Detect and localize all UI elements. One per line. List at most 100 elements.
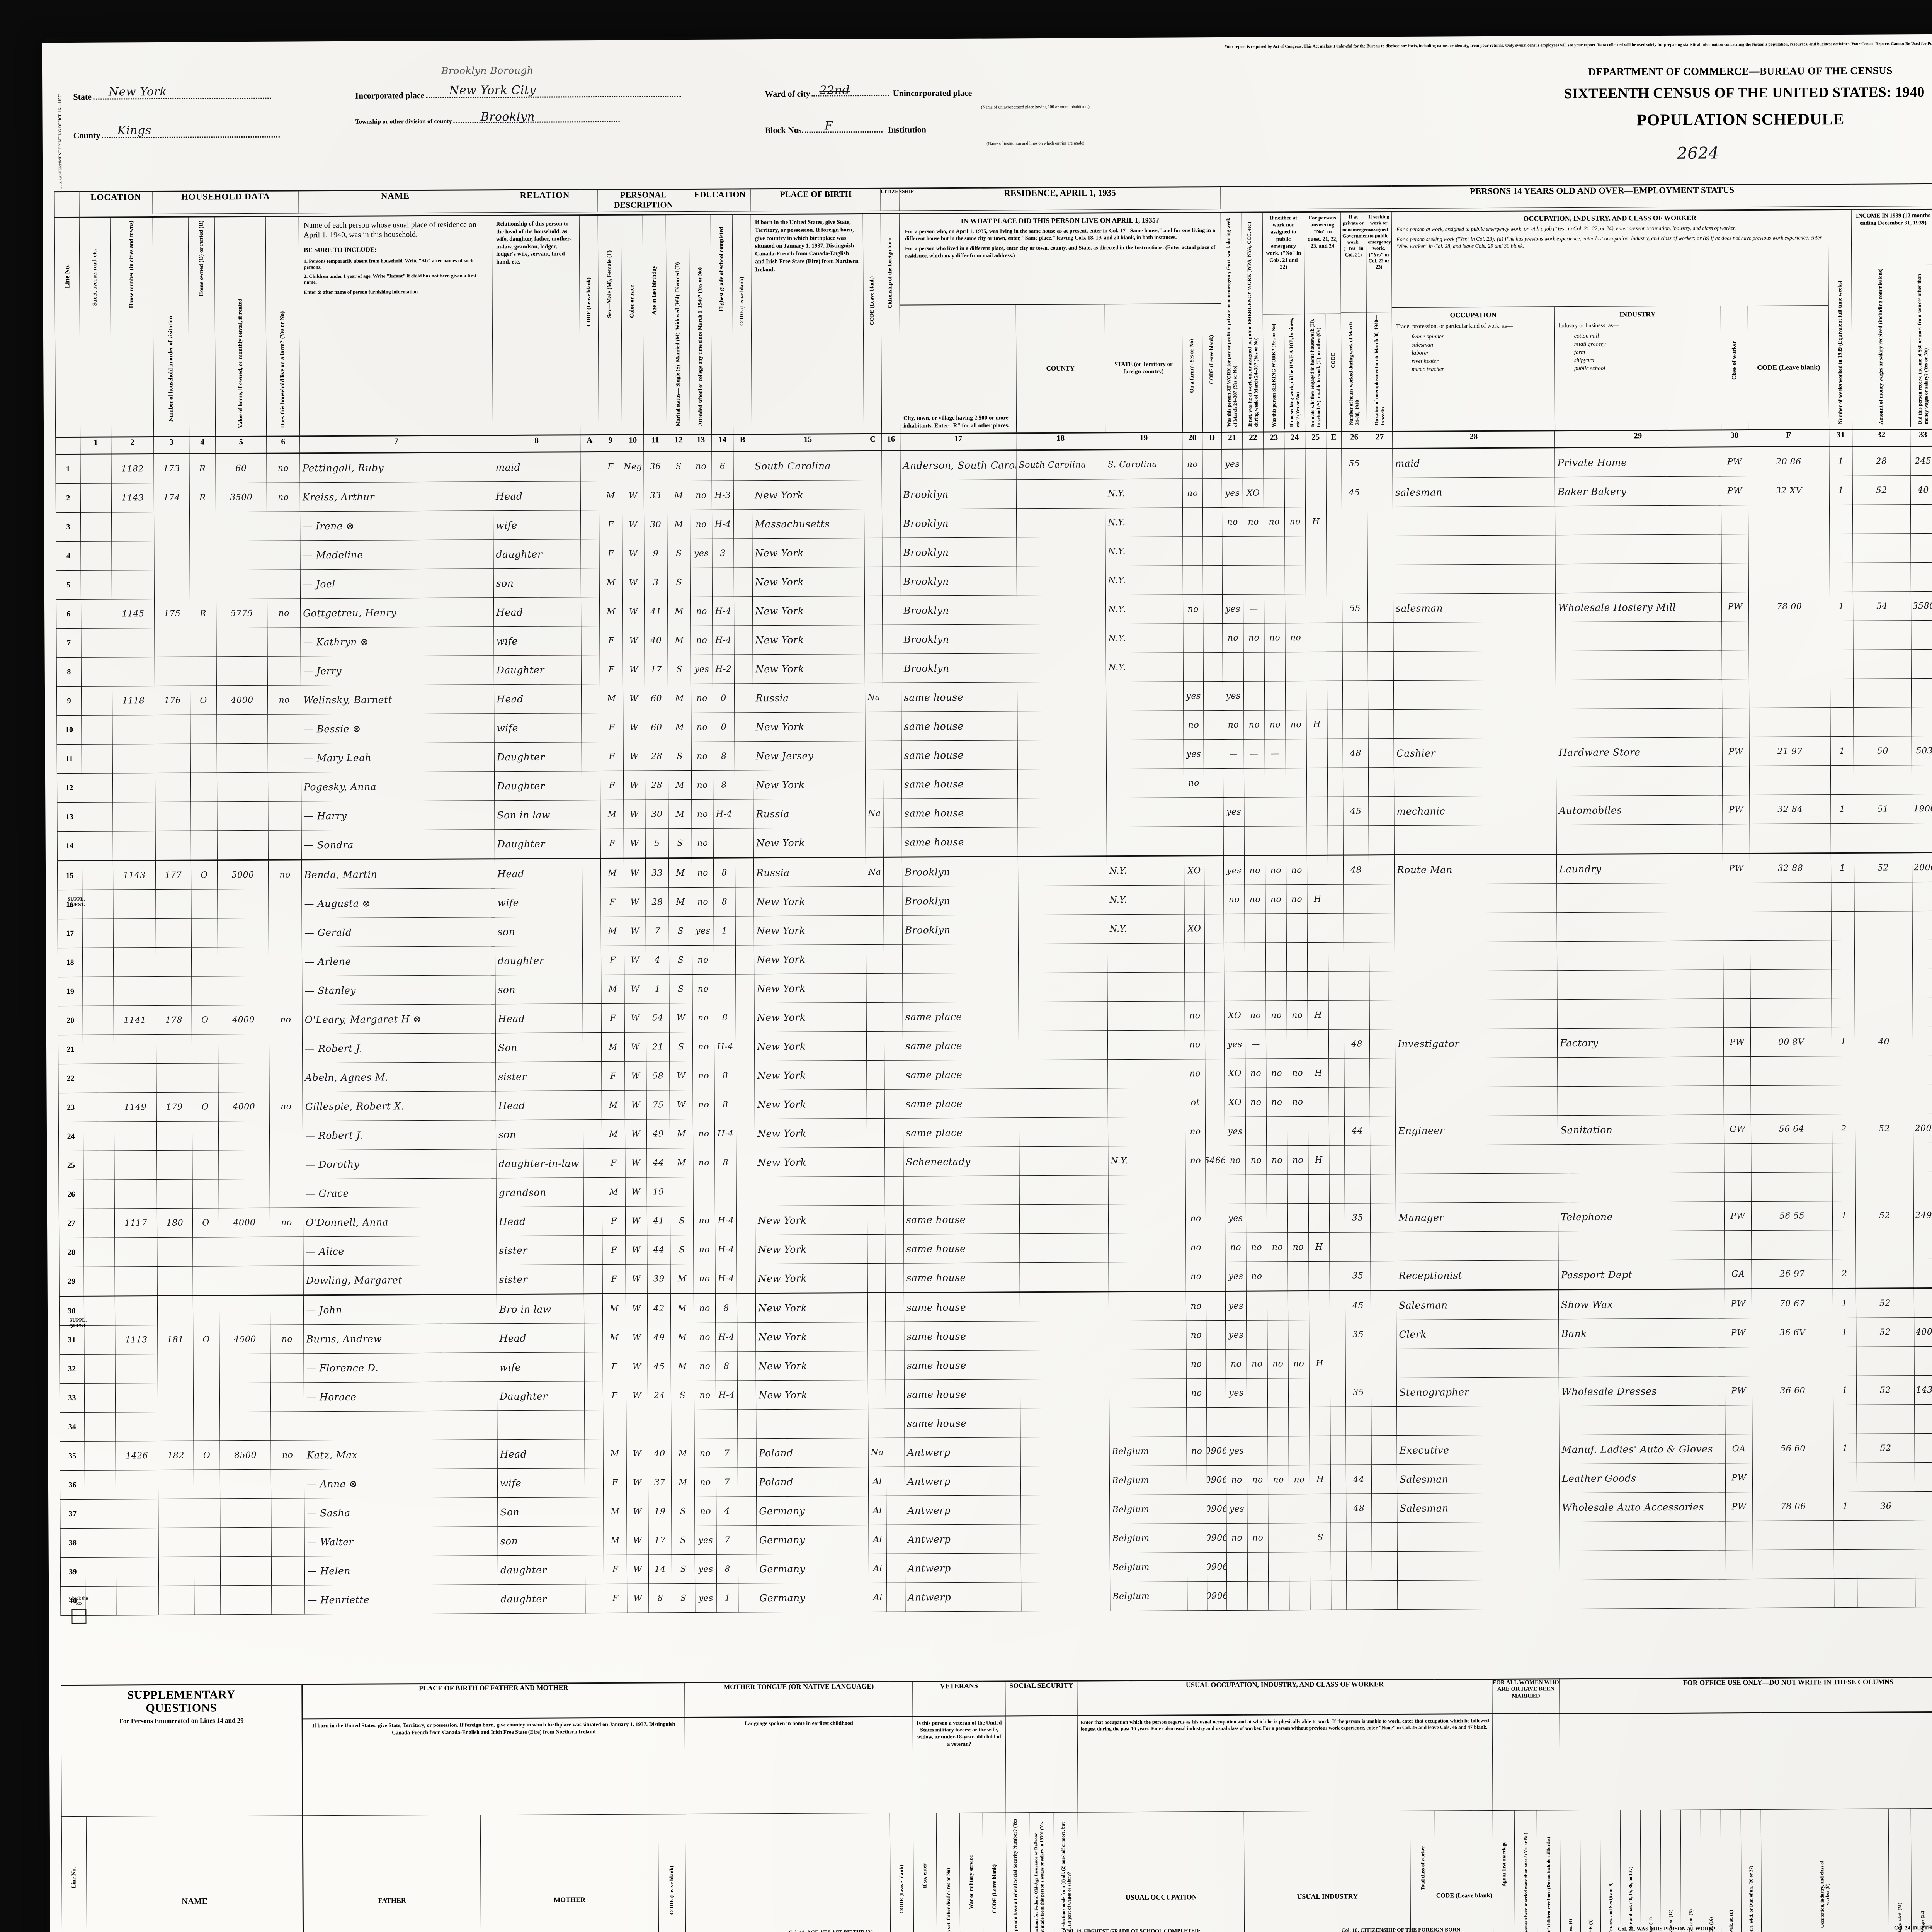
cell-r20[interactable]: XO <box>1184 914 1205 943</box>
cell-own[interactable] <box>190 714 217 744</box>
cell-r18[interactable] <box>1017 653 1106 682</box>
cell-r17[interactable]: same place <box>903 1060 1019 1090</box>
cell-ind[interactable]: Hardware Store <box>1556 737 1723 767</box>
cell-val[interactable] <box>218 947 269 976</box>
cell-occ[interactable]: salesman <box>1393 593 1556 623</box>
cell-C[interactable] <box>864 567 883 596</box>
cell-c32[interactable]: 52 <box>1854 852 1912 883</box>
cell-age[interactable]: 4 <box>646 945 669 975</box>
cell-age[interactable]: 21 <box>646 1032 670 1061</box>
cell-cls[interactable] <box>1723 998 1751 1028</box>
cell-c31[interactable] <box>1829 505 1853 534</box>
cell-r19[interactable] <box>1106 739 1184 769</box>
cell-rel[interactable]: Daughter <box>494 771 582 801</box>
cell-own[interactable] <box>193 1383 220 1412</box>
cell-grade[interactable]: H-4 <box>715 1206 737 1235</box>
cell-race[interactable]: Neg <box>622 452 644 481</box>
cell-c26[interactable] <box>1342 565 1368 594</box>
cell-r19[interactable] <box>1106 710 1184 740</box>
cell-r17[interactable]: Brooklyn <box>900 537 1017 567</box>
cell-birth[interactable]: New York <box>752 625 865 655</box>
cell-sex[interactable]: M <box>602 1177 626 1207</box>
cell-r20[interactable] <box>1184 797 1204 827</box>
cell-r18[interactable] <box>1020 1524 1110 1553</box>
cell-C[interactable] <box>866 1060 885 1090</box>
cell-house[interactable] <box>112 773 155 803</box>
cell-occ[interactable] <box>1395 999 1558 1029</box>
cell-A[interactable] <box>580 481 599 510</box>
cell-D[interactable] <box>1206 1175 1225 1204</box>
cell-E[interactable] <box>1328 913 1344 943</box>
cell-sch[interactable]: no <box>692 945 714 975</box>
cell-D[interactable] <box>1202 536 1223 566</box>
cell-c32[interactable] <box>1856 1404 1915 1434</box>
cell-own[interactable] <box>192 1179 219 1209</box>
cell-c22[interactable]: no <box>1245 1087 1267 1117</box>
cell-A[interactable] <box>581 713 600 742</box>
cell-c32[interactable] <box>1855 1230 1914 1259</box>
cell-c22[interactable] <box>1247 1436 1268 1466</box>
cell-r20[interactable] <box>1187 1494 1207 1524</box>
cell-race[interactable]: W <box>622 481 644 510</box>
cell-farm[interactable]: no <box>266 453 300 483</box>
cell-sex[interactable]: F <box>602 1235 626 1265</box>
cell-c24[interactable] <box>1288 1378 1310 1407</box>
cell-sch[interactable]: no <box>693 1235 716 1264</box>
cell-r17[interactable]: Antwerp <box>905 1437 1021 1467</box>
cell-C[interactable] <box>866 1031 884 1061</box>
cell-val[interactable] <box>219 1295 270 1325</box>
cell-c21[interactable]: — <box>1223 739 1244 769</box>
cell-cit[interactable] <box>886 1438 905 1467</box>
cell-sex[interactable]: M <box>599 597 623 626</box>
cell-A[interactable] <box>584 1410 604 1439</box>
cell-sex[interactable]: M <box>603 1439 627 1468</box>
cell-c26[interactable]: 45 <box>1342 478 1367 507</box>
cell-own[interactable]: O <box>193 1325 220 1354</box>
cell-c31[interactable] <box>1829 534 1853 563</box>
cell-r20[interactable] <box>1187 1465 1207 1495</box>
cell-c23[interactable] <box>1267 1174 1288 1204</box>
cell-c26[interactable] <box>1346 1522 1372 1552</box>
cell-house[interactable] <box>113 976 156 1006</box>
cell-age[interactable]: 75 <box>646 1090 670 1119</box>
cell-r18[interactable] <box>1016 537 1106 566</box>
cell-r17[interactable]: Schenectady <box>903 1146 1020 1177</box>
cell-street[interactable] <box>84 1383 116 1413</box>
cell-rel[interactable]: Head <box>497 1439 585 1469</box>
cell-c32[interactable] <box>1854 765 1912 795</box>
cell-house[interactable] <box>114 1034 156 1064</box>
cell-c22[interactable] <box>1245 914 1266 943</box>
cell-r18[interactable] <box>1017 740 1107 769</box>
cell-c32[interactable] <box>1854 911 1913 940</box>
cell-c24[interactable]: no <box>1286 884 1308 914</box>
cell-c27[interactable] <box>1371 1522 1398 1552</box>
cell-B[interactable] <box>737 1322 756 1352</box>
cell-c25[interactable]: H <box>1305 507 1327 536</box>
cell-D[interactable] <box>1206 1291 1226 1321</box>
cell-D[interactable]: 0906 <box>1207 1552 1227 1582</box>
cell-farm[interactable] <box>268 743 301 773</box>
cell-E[interactable] <box>1327 652 1343 681</box>
cell-farm[interactable] <box>267 540 301 570</box>
cell-c33[interactable] <box>1915 1462 1932 1492</box>
cell-hh[interactable] <box>155 889 192 919</box>
cell-A[interactable] <box>584 1381 603 1410</box>
cell-c26[interactable]: 35 <box>1345 1203 1371 1233</box>
cell-own[interactable] <box>190 743 217 773</box>
cell-birth[interactable]: Germany <box>757 1554 869 1583</box>
cell-r20[interactable] <box>1183 623 1204 653</box>
cell-c24[interactable]: no <box>1286 855 1307 885</box>
cell-r17[interactable]: Antwerp <box>905 1466 1021 1496</box>
cell-B[interactable] <box>734 683 753 713</box>
cell-c31[interactable] <box>1830 563 1853 592</box>
cell-street[interactable] <box>83 1180 115 1209</box>
cell-name[interactable]: Abeln, Agnes M. <box>302 1062 496 1092</box>
cell-val[interactable] <box>216 512 267 541</box>
cell-c27[interactable] <box>1370 1174 1396 1203</box>
cell-sex[interactable]: M <box>602 1090 625 1120</box>
cell-cls[interactable] <box>1722 650 1749 679</box>
cell-c22[interactable]: — <box>1243 594 1264 624</box>
cell-c24[interactable] <box>1286 739 1307 768</box>
cell-E[interactable] <box>1327 681 1343 710</box>
cell-c31[interactable] <box>1832 1085 1855 1114</box>
